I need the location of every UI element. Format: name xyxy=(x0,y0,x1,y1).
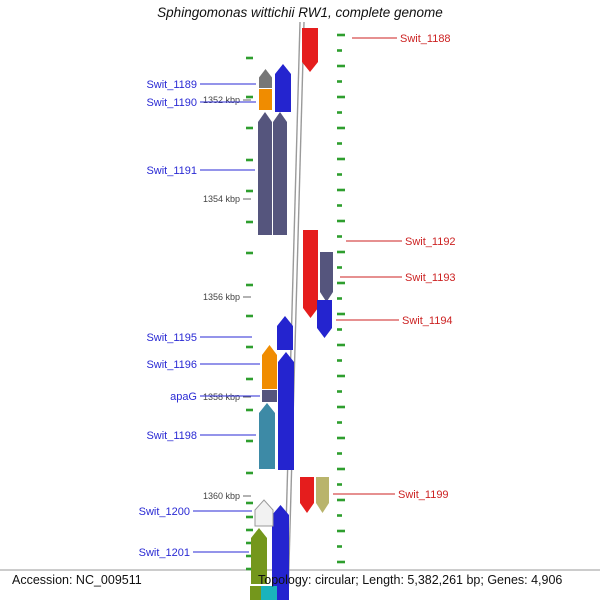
gene-gene-blue-b[interactable] xyxy=(278,352,294,470)
gene-gene-teal-b[interactable] xyxy=(261,586,277,600)
label-Swit_1195[interactable]: Swit_1195 xyxy=(146,332,197,344)
topology-text: Topology: circular; Length: 5,382,261 bp… xyxy=(258,573,563,587)
gene-Swit_1191b[interactable] xyxy=(273,112,287,235)
label-Swit_1192[interactable]: Swit_1192 xyxy=(405,236,456,248)
page-title: Sphingomonas wittichii RW1, complete gen… xyxy=(157,5,443,20)
label-Swit_1190[interactable]: Swit_1190 xyxy=(146,97,197,109)
gene-gene-blue-c[interactable] xyxy=(272,505,289,600)
kbp-label: 1360 kbp xyxy=(203,491,240,501)
gene-Swit_1201[interactable] xyxy=(251,528,267,584)
kbp-label: 1354 kbp xyxy=(203,194,240,204)
label-Swit_1193[interactable]: Swit_1193 xyxy=(405,272,456,284)
gene-gene-green-b[interactable] xyxy=(250,586,262,600)
kbp-label: 1352 kbp xyxy=(203,95,240,105)
gene-Swit_1189[interactable] xyxy=(259,69,272,88)
label-Swit_1200[interactable]: Swit_1200 xyxy=(139,506,190,518)
gene-Swit_1193[interactable] xyxy=(320,252,333,302)
gene-Swit_1194[interactable] xyxy=(317,300,332,338)
genome-axis-line xyxy=(287,21,305,600)
gene-gene-blue-a[interactable] xyxy=(275,64,291,112)
gene-Swit_1196[interactable] xyxy=(262,345,277,389)
gene-apaG[interactable] xyxy=(262,390,277,402)
label-Swit_1199[interactable]: Swit_1199 xyxy=(398,489,449,501)
label-Swit_1198[interactable]: Swit_1198 xyxy=(146,430,197,442)
label-Swit_1191[interactable]: Swit_1191 xyxy=(146,165,197,177)
gene-Swit_1195[interactable] xyxy=(277,316,293,350)
kbp-label: 1356 kbp xyxy=(203,292,240,302)
label-Swit_1188[interactable]: Swit_1188 xyxy=(400,33,451,45)
gene-Swit_1188[interactable] xyxy=(302,28,318,72)
accession-text: Accession: NC_009511 xyxy=(12,573,142,587)
gene-Swit_1199[interactable] xyxy=(316,477,329,513)
label-Swit_1189[interactable]: Swit_1189 xyxy=(146,79,197,91)
gene-Swit_1200[interactable] xyxy=(254,499,274,527)
label-apaG[interactable]: apaG xyxy=(170,391,197,403)
gene-Swit_1190[interactable] xyxy=(259,89,272,110)
label-Swit_1194[interactable]: Swit_1194 xyxy=(402,315,453,327)
kbp-label: 1358 kbp xyxy=(203,392,240,402)
gene-Swit_1198[interactable] xyxy=(259,403,275,469)
label-Swit_1201[interactable]: Swit_1201 xyxy=(139,547,190,559)
gene-Swit_1191[interactable] xyxy=(258,112,272,235)
gene-gene-red-b[interactable] xyxy=(300,477,314,513)
gene-Swit_1192[interactable] xyxy=(303,230,318,318)
label-Swit_1196[interactable]: Swit_1196 xyxy=(146,359,197,371)
